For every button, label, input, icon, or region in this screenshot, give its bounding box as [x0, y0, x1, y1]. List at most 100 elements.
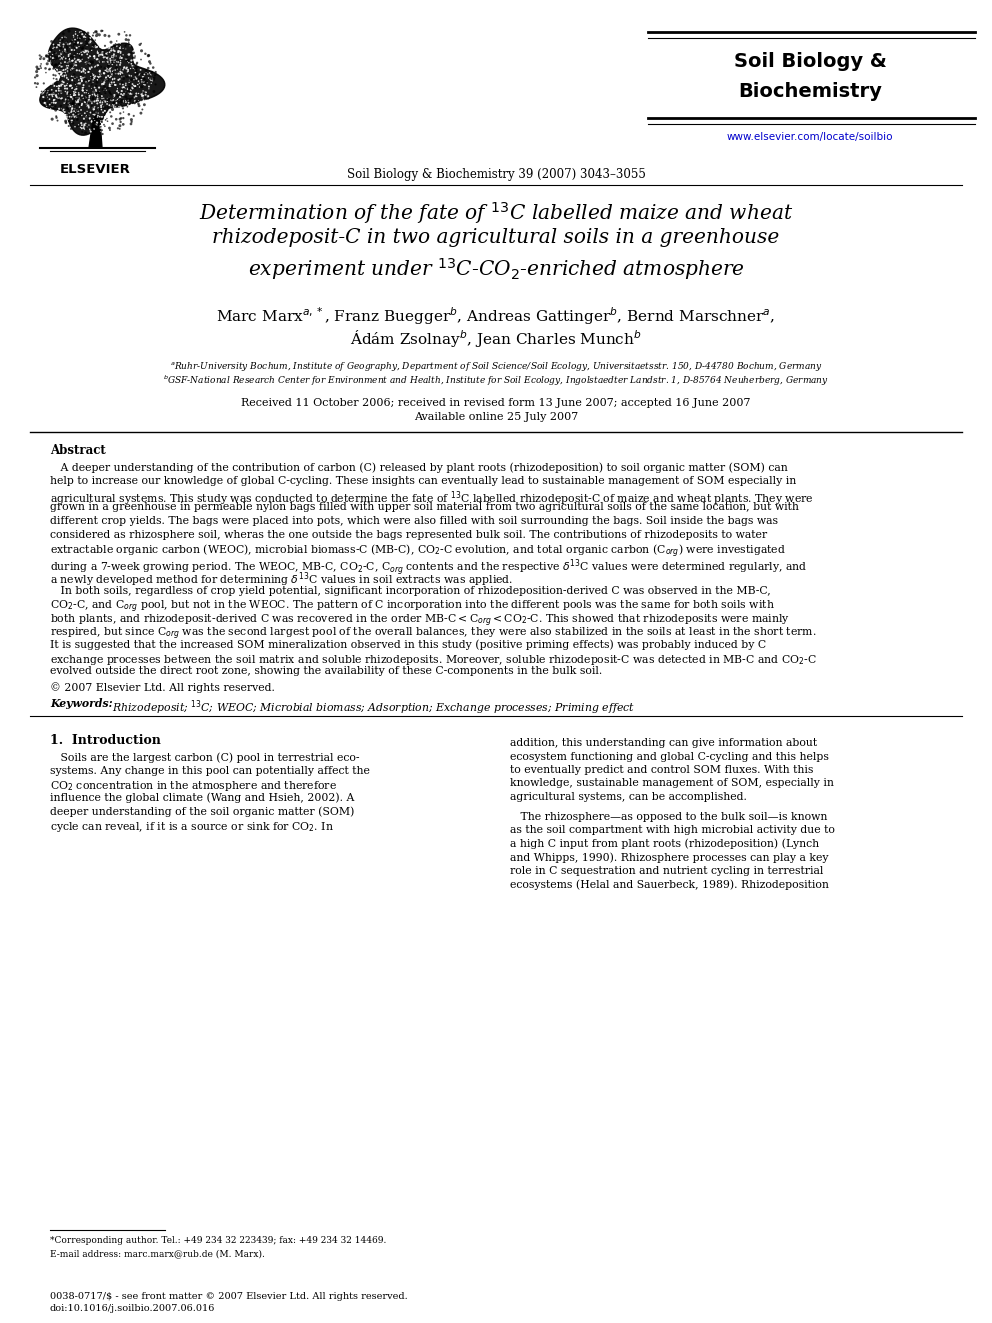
Point: [51, 107, 66, 128]
Point: [96, 77, 112, 98]
Point: [105, 20, 121, 41]
Point: [66, 26, 82, 48]
Point: [117, 107, 133, 128]
Point: [63, 99, 79, 120]
Point: [42, 53, 58, 74]
Point: [55, 60, 70, 81]
Point: [70, 91, 86, 112]
Point: [85, 81, 101, 102]
Point: [50, 60, 65, 81]
Point: [92, 64, 108, 85]
Point: [122, 89, 138, 110]
Point: [82, 58, 98, 79]
Point: [54, 87, 69, 108]
Point: [38, 50, 54, 71]
Point: [137, 69, 153, 90]
Point: [77, 38, 93, 60]
Point: [97, 106, 113, 127]
Point: [74, 38, 90, 60]
Point: [106, 69, 122, 90]
Point: [51, 83, 66, 105]
Point: [65, 87, 81, 108]
Point: [44, 94, 60, 115]
Point: [112, 69, 128, 90]
Point: [108, 28, 124, 49]
Point: [100, 46, 116, 67]
Point: [44, 97, 60, 118]
Text: during a 7-week growing period. The WEOC, MB-C, CO$_2$-C, C$_{org}$ contents and: during a 7-week growing period. The WEOC…: [50, 557, 807, 578]
Point: [51, 81, 66, 102]
Point: [85, 87, 101, 108]
Point: [53, 61, 68, 82]
Point: [43, 50, 59, 71]
Point: [105, 20, 121, 41]
Point: [138, 54, 154, 75]
Text: experiment under $^{13}$C-CO$_2$-enriched atmosphere: experiment under $^{13}$C-CO$_2$-enriche…: [248, 255, 744, 282]
Point: [45, 44, 61, 65]
Point: [73, 49, 89, 70]
Point: [77, 24, 93, 45]
Point: [62, 44, 78, 65]
Point: [62, 102, 78, 123]
Point: [45, 48, 61, 69]
Point: [72, 103, 88, 124]
Point: [45, 97, 61, 118]
Point: [117, 58, 133, 79]
Point: [78, 69, 94, 90]
Point: [115, 60, 131, 81]
Point: [74, 44, 90, 65]
Point: [56, 46, 71, 67]
Point: [63, 66, 79, 87]
Point: [89, 36, 105, 57]
Point: [92, 120, 108, 142]
Point: [83, 40, 99, 61]
Point: [97, 112, 113, 134]
Point: [68, 103, 84, 124]
Point: [72, 70, 88, 91]
Point: [72, 105, 88, 126]
Point: [100, 40, 116, 61]
Point: [118, 112, 134, 134]
Point: [104, 112, 120, 134]
Point: [42, 94, 58, 115]
Point: [109, 54, 125, 75]
Point: [62, 110, 77, 131]
Point: [38, 90, 54, 111]
Point: [90, 90, 106, 111]
Point: [144, 61, 160, 82]
Point: [121, 77, 137, 98]
Point: [34, 83, 50, 105]
Point: [121, 99, 137, 120]
Point: [38, 45, 54, 66]
Text: exchange processes between the soil matrix and soluble rhizodeposits. Moreover, : exchange processes between the soil matr…: [50, 654, 817, 667]
Point: [78, 87, 94, 108]
Point: [134, 83, 150, 105]
Point: [45, 86, 61, 107]
Point: [48, 42, 63, 64]
Point: [129, 41, 145, 62]
Point: [134, 64, 150, 85]
Point: [122, 110, 138, 131]
Point: [102, 61, 118, 82]
Point: [40, 81, 56, 102]
Point: [81, 107, 97, 128]
Text: It is suggested that the increased SOM mineralization observed in this study (po: It is suggested that the increased SOM m…: [50, 639, 766, 650]
Point: [48, 85, 63, 106]
Point: [108, 116, 124, 138]
Point: [83, 45, 99, 66]
Point: [37, 74, 53, 95]
Point: [67, 34, 83, 56]
Point: [57, 93, 72, 114]
Point: [73, 70, 89, 91]
Point: [76, 119, 92, 140]
Point: [45, 108, 61, 130]
Point: [79, 53, 95, 74]
Point: [111, 91, 127, 112]
Point: [91, 114, 107, 135]
Point: [126, 57, 142, 78]
Point: [89, 89, 105, 110]
Point: [127, 91, 143, 112]
Point: [71, 60, 87, 81]
Point: [70, 116, 86, 138]
Point: [51, 46, 66, 67]
